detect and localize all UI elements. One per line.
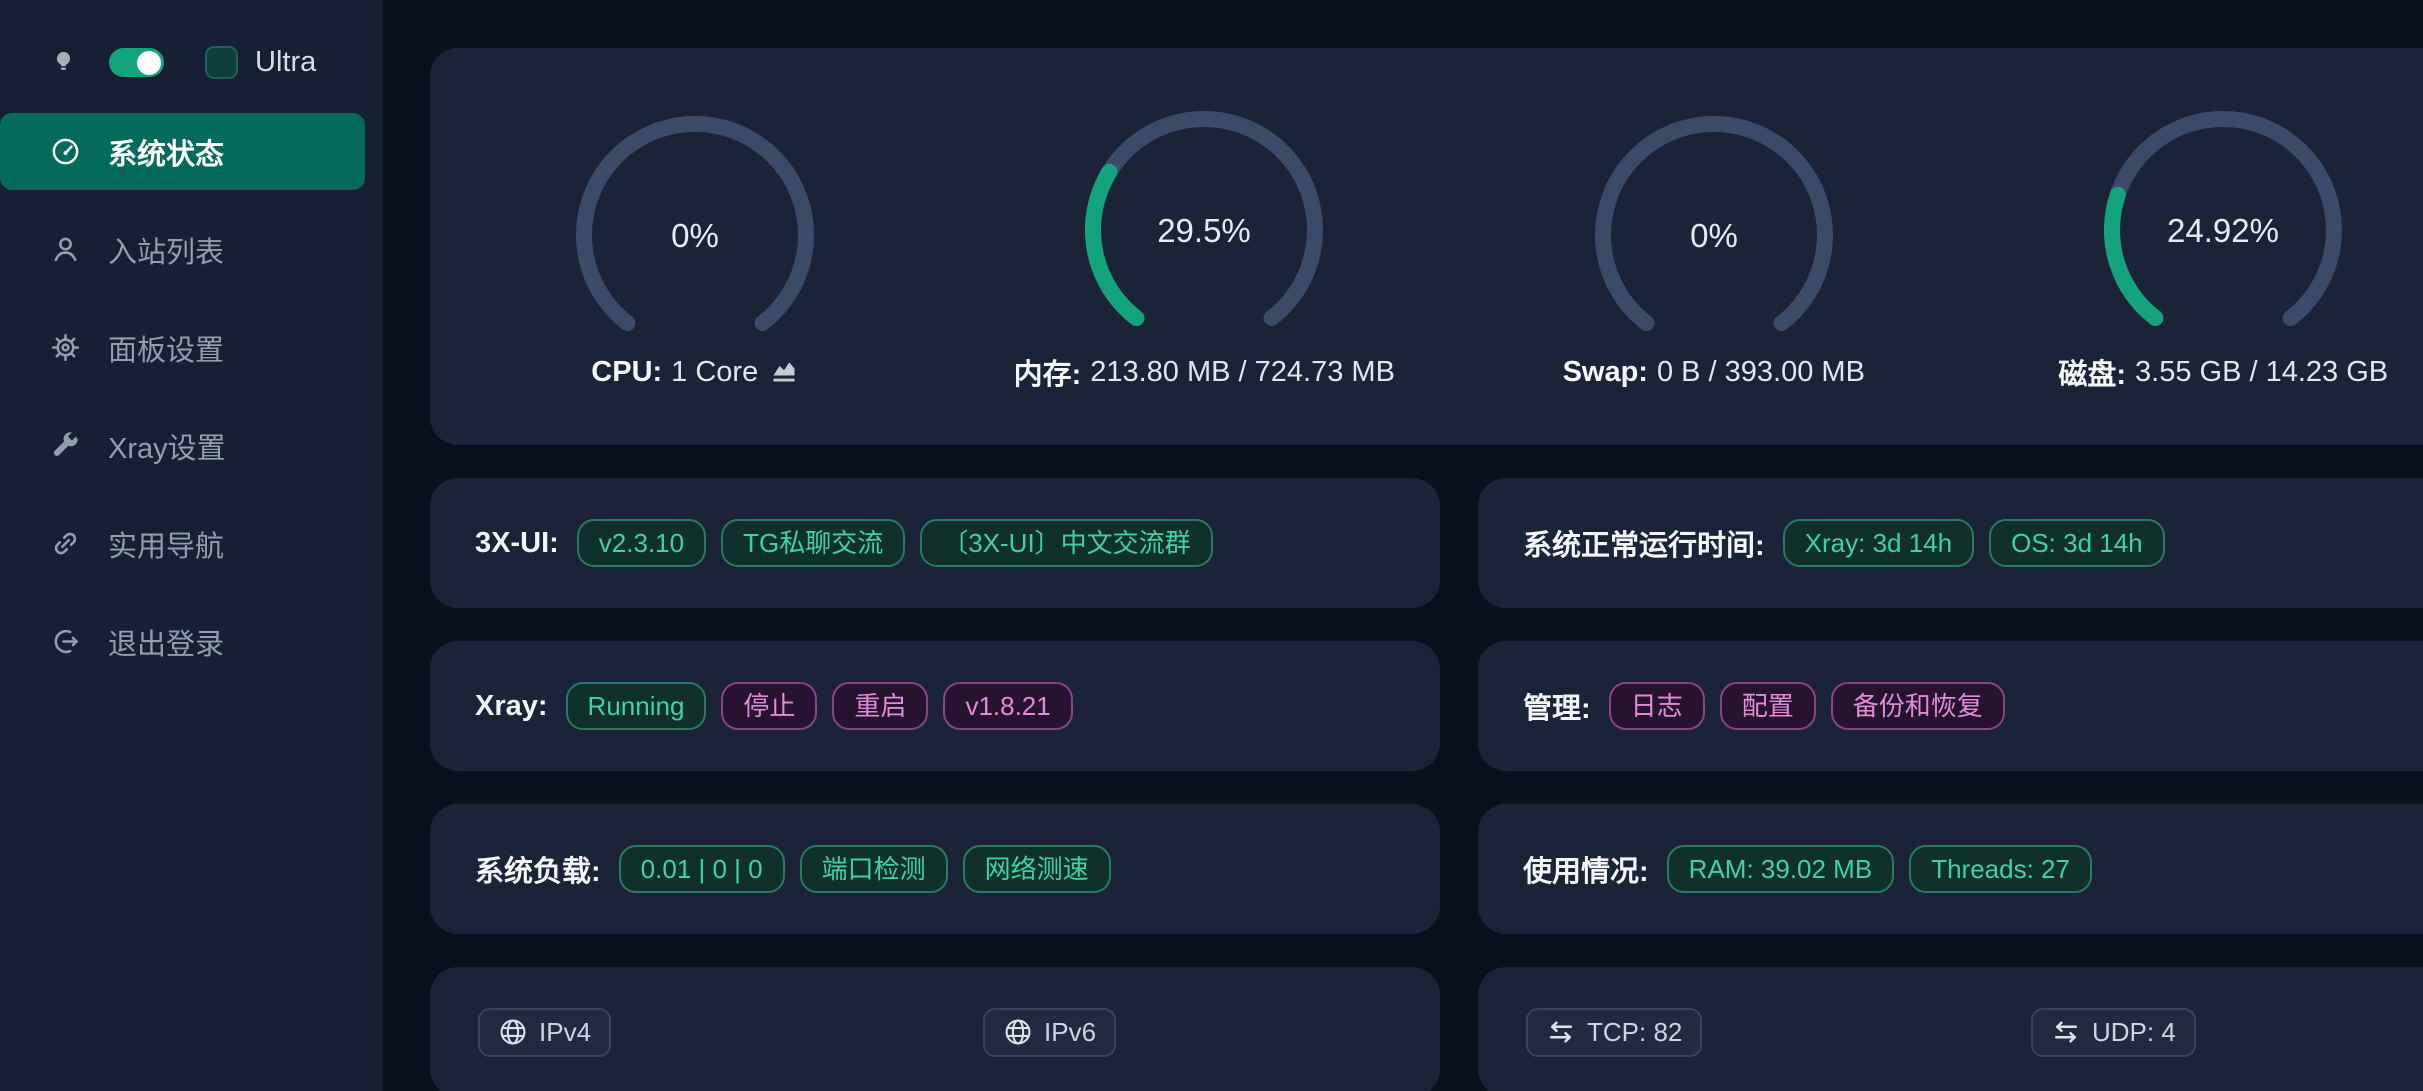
swap-icon bbox=[1549, 1021, 1573, 1043]
chinese-group-link-tag[interactable]: 〔3X-UI〕中文交流群 bbox=[920, 519, 1213, 567]
gauge-cpu: 0% CPU: 1 Core bbox=[440, 105, 950, 389]
xray-stop-button[interactable]: 停止 bbox=[721, 682, 818, 730]
cpu-gauge-arc: 0% bbox=[575, 115, 814, 331]
memory-gauge-arc: 29.5% bbox=[1085, 111, 1324, 327]
swap-gauge-label: Swap: 0 B / 393.00 MB bbox=[1562, 355, 1865, 388]
bulb-icon bbox=[56, 51, 71, 70]
backup-restore-button[interactable]: 备份和恢复 bbox=[1830, 682, 2005, 730]
disk-gauge-arc: 24.92% bbox=[2104, 111, 2343, 327]
xray-version-tag[interactable]: v1.8.21 bbox=[943, 682, 1073, 730]
swap-gauge-value: 0% bbox=[1690, 217, 1738, 254]
sidebar-item-inbounds[interactable]: 入站列表 bbox=[0, 211, 365, 288]
user-icon bbox=[54, 237, 77, 262]
dashboard-icon bbox=[52, 138, 79, 165]
sidebar-item-label: 退出登录 bbox=[108, 628, 225, 661]
gauge-memory: 29.5% 内存: 213.80 MB / 724.73 MB bbox=[950, 100, 1460, 393]
swap-icon bbox=[2054, 1021, 2078, 1043]
disk-gauge-value: 24.92% bbox=[2167, 212, 2279, 249]
sidebar-item-label: 面板设置 bbox=[108, 334, 225, 367]
system-load-label: 系统负载: bbox=[475, 856, 601, 888]
admin-card-label: 管理: bbox=[1523, 693, 1591, 725]
xray-status-card: Xray: Running 停止 重启 v1.8.21 bbox=[430, 641, 1440, 771]
area-chart-icon[interactable] bbox=[770, 358, 798, 386]
ultra-label: Ultra bbox=[255, 46, 317, 78]
info-cards-grid: 3X-UI: v2.3.10 TG私聊交流 〔3X-UI〕中文交流群 系统正常运… bbox=[430, 478, 2423, 1091]
theme-toggle-knob bbox=[137, 50, 161, 75]
xui-version-tag: v2.3.10 bbox=[576, 519, 707, 567]
udp-connections-button[interactable]: UDP: 4 bbox=[2031, 1007, 2196, 1057]
sidebar-item-label: 系统状态 bbox=[108, 138, 225, 171]
usage-card: 使用情况: RAM: 39.02 MB Threads: 27 bbox=[1478, 804, 2423, 934]
sidebar-item-label: 实用导航 bbox=[108, 530, 225, 563]
theme-toggle[interactable] bbox=[109, 48, 164, 77]
port-check-button[interactable]: 端口检测 bbox=[799, 845, 948, 893]
sidebar-menu: 系统状态 入站列表 面板设置 bbox=[0, 113, 383, 680]
disk-gauge-label: 磁盘: 3.55 GB / 14.23 GB bbox=[2058, 355, 2389, 392]
main-content: 0% CPU: 1 Core 29.5% 内存: 213.80 MB / 724… bbox=[430, 48, 2423, 1091]
ipv6-button[interactable]: IPv6 bbox=[983, 1007, 1117, 1057]
wrench-icon bbox=[53, 432, 78, 456]
globe-icon bbox=[1005, 1019, 1031, 1045]
sidebar-item-logout[interactable]: 退出登录 bbox=[0, 603, 365, 680]
logs-button[interactable]: 日志 bbox=[1608, 682, 1705, 730]
usage-card-label: 使用情况: bbox=[1523, 856, 1649, 888]
sidebar-item-xray-settings[interactable]: Xray设置 bbox=[0, 407, 365, 484]
ipv4-button[interactable]: IPv4 bbox=[478, 1007, 612, 1057]
connections-card: TCP: 82 UDP: 4 bbox=[1478, 967, 2423, 1091]
ram-usage-tag: RAM: 39.02 MB bbox=[1666, 845, 1895, 893]
link-icon bbox=[54, 532, 77, 555]
sidebar-item-label: 入站列表 bbox=[108, 236, 225, 269]
config-button[interactable]: 配置 bbox=[1719, 682, 1816, 730]
sidebar-header: Ultra bbox=[0, 0, 383, 79]
xui-card-label: 3X-UI: bbox=[475, 526, 559, 559]
ultra-checkbox[interactable] bbox=[205, 46, 238, 79]
uptime-card: 系统正常运行时间: Xray: 3d 14h OS: 3d 14h bbox=[1478, 478, 2423, 608]
sidebar-item-useful-nav[interactable]: 实用导航 bbox=[0, 505, 365, 582]
load-average-tag: 0.01 | 0 | 0 bbox=[618, 845, 785, 893]
sidebar: Ultra 系统状态 入站列表 bbox=[0, 0, 383, 1091]
sidebar-item-panel-settings[interactable]: 面板设置 bbox=[0, 309, 365, 386]
tcp-connections-button[interactable]: TCP: 82 bbox=[1526, 1007, 1703, 1057]
logout-icon bbox=[54, 629, 79, 654]
xray-uptime-tag: Xray: 3d 14h bbox=[1782, 519, 1975, 567]
tg-chat-link-tag[interactable]: TG私聊交流 bbox=[721, 519, 906, 567]
admin-card: 管理: 日志 配置 备份和恢复 bbox=[1478, 641, 2423, 771]
gauge-swap: 0% Swap: 0 B / 393.00 MB bbox=[1459, 105, 1969, 389]
gauge-disk: 24.92% 磁盘: 3.55 GB / 14.23 GB bbox=[1969, 100, 2423, 393]
xray-restart-button[interactable]: 重启 bbox=[832, 682, 929, 730]
cpu-gauge-label: CPU: 1 Core bbox=[591, 356, 798, 389]
sidebar-item-system-status[interactable]: 系统状态 bbox=[0, 113, 365, 190]
xray-card-label: Xray: bbox=[475, 689, 548, 722]
globe-icon bbox=[500, 1019, 526, 1045]
memory-gauge-label: 内存: 213.80 MB / 724.73 MB bbox=[1013, 355, 1395, 392]
system-load-card: 系统负载: 0.01 | 0 | 0 端口检测 网络测速 bbox=[430, 804, 1440, 934]
memory-gauge-value: 29.5% bbox=[1157, 212, 1251, 249]
threads-tag: Threads: 27 bbox=[1909, 845, 2092, 893]
cpu-gauge-value: 0% bbox=[671, 217, 719, 254]
uptime-card-label: 系统正常运行时间: bbox=[1523, 530, 1765, 562]
speed-test-button[interactable]: 网络测速 bbox=[962, 845, 1111, 893]
ip-card: IPv4 IPv6 bbox=[430, 967, 1440, 1091]
gear-icon bbox=[51, 333, 80, 362]
xui-version-card: 3X-UI: v2.3.10 TG私聊交流 〔3X-UI〕中文交流群 bbox=[430, 478, 1440, 608]
os-uptime-tag: OS: 3d 14h bbox=[1989, 519, 2165, 567]
xray-running-status-tag: Running bbox=[565, 682, 707, 730]
system-gauges-card: 0% CPU: 1 Core 29.5% 内存: 213.80 MB / 724… bbox=[430, 48, 2423, 445]
sidebar-item-label: Xray设置 bbox=[108, 432, 226, 465]
swap-gauge-arc: 0% bbox=[1594, 115, 1833, 331]
